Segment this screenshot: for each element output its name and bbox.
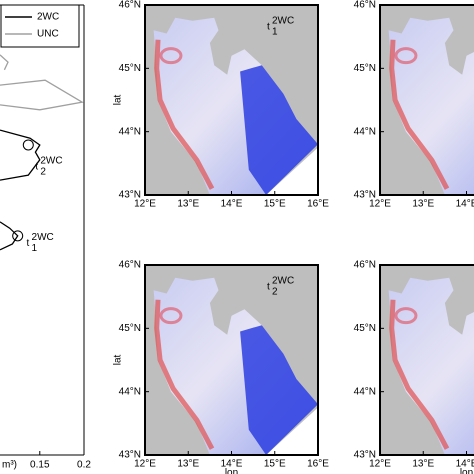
lat-tick-label: 44°N [119,386,141,397]
annotation-sup: 2WC [32,232,54,243]
legend-label: 2WC [37,12,59,23]
map-panel: 43°N 44°N 45°N 46°N 12°E 13°E 14°Elon [354,260,474,474]
dark-blue-region [240,65,318,195]
lon-label: lon [460,468,473,474]
lat-tick-label: 44°N [354,386,376,397]
lon-tick-label: 15°E [264,459,286,470]
lon-tick-label: 13°E [412,459,434,470]
lon-tick-label: 12°E [369,459,391,470]
map-annotation-sub: 1 [272,27,278,38]
eddy [394,307,418,325]
marker [22,139,34,151]
series-line [0,54,84,111]
lon-tick-label: 13°E [412,199,434,210]
lines [0,54,84,251]
lat-tick-label: 45°N [354,323,376,334]
annotation-base: t [27,238,30,249]
lon-tick-label: 16°E [307,459,329,470]
eddy [394,47,418,65]
series-line [0,129,41,251]
lon-tick-label: 14°E [221,199,243,210]
coastal-red [389,299,450,450]
map-annotation-base: t [267,282,270,293]
map-annotation-base: t [267,22,270,33]
marker [12,230,24,242]
lon-tick-label: 13°E [177,459,199,470]
coastal-red [154,299,215,450]
eddy [159,47,183,65]
lat-label: lat [113,354,124,365]
map-panel: 43°N 44°N 45°N 46°N 12°E 13°E 14°E 15°E 16°E lat [113,0,330,210]
annotation-sup: 2WC [40,156,62,167]
lat-tick-label: 46°N [119,260,141,271]
lon-tick-label: 12°E [134,199,156,210]
legend-box [0,4,80,48]
lat-tick-label: 46°N [354,0,376,11]
lon-tick-label: 14°E [221,459,243,470]
lon-tick-label: 12°E [134,459,156,470]
lon-tick-label: 16°E [307,199,329,210]
lon-tick-label: 14°E [456,199,474,210]
legend-label: UNC [37,29,59,40]
annotation-sub: 2 [40,167,46,178]
x-tick-label: 0.2 [77,460,91,471]
outside-domain [266,147,318,195]
map-annotation-sup: 2WC [272,16,294,27]
x-axis-label: m³) [2,460,17,471]
x-tick-label: 0.15 [30,460,50,471]
lat-tick-label: 45°N [119,323,141,334]
dark-blue-region [240,325,318,455]
map-panel: 43°N 44°N 45°N 46°N 12°E 13°E 14°E 15°E 16°E lat l… [113,260,330,474]
outside-domain [266,407,318,455]
lat-label: lat [113,94,124,105]
lon-tick-label: 14°E [456,459,474,470]
lat-tick-label: 46°N [354,260,376,271]
annotation-sub: 1 [32,243,38,254]
coastal-red [154,39,215,190]
lat-tick-label: 43°N [119,190,141,201]
map-panel: 43°N 44°N 45°N 46°N 12°E 13°E 14°E [354,0,474,210]
eddy [159,307,183,325]
map-annotation-sup: 2WC [272,276,294,287]
lat-tick-label: 46°N [119,0,141,11]
lat-tick-label: 43°N [119,450,141,461]
lat-tick-label: 45°N [354,63,376,74]
lat-tick-label: 44°N [354,126,376,137]
lat-tick-label: 43°N [354,450,376,461]
lat-tick-label: 43°N [354,190,376,201]
annotation-base: t [35,162,38,173]
map-annotation-sub: 2 [272,287,278,298]
coastal-red [389,39,450,190]
lat-tick-label: 44°N [119,126,141,137]
lon-tick-label: 12°E [369,199,391,210]
lon-tick-label: 15°E [264,199,286,210]
lon-label: lon [225,468,238,474]
lon-tick-label: 13°E [177,199,199,210]
lat-tick-label: 45°N [119,63,141,74]
